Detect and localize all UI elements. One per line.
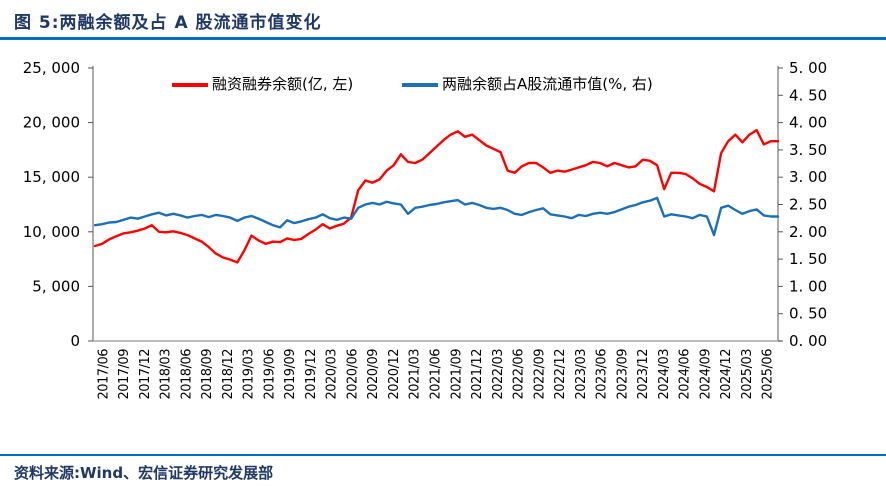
svg-text:2019/09: 2019/09 xyxy=(283,349,298,400)
series-line xyxy=(93,128,780,264)
svg-text:25, 000: 25, 000 xyxy=(23,59,80,77)
svg-text:2024/09: 2024/09 xyxy=(698,349,713,400)
svg-text:2024/12: 2024/12 xyxy=(719,349,734,400)
svg-text:2024/06: 2024/06 xyxy=(678,349,693,400)
svg-text:5, 000: 5, 000 xyxy=(32,277,80,295)
svg-text:2020/03: 2020/03 xyxy=(325,349,340,400)
legend-swatch-margin-balance xyxy=(172,83,208,87)
svg-text:3. 00: 3. 00 xyxy=(789,168,827,186)
svg-text:2017/06: 2017/06 xyxy=(96,349,111,400)
svg-text:5. 00: 5. 00 xyxy=(789,59,827,77)
svg-text:2. 50: 2. 50 xyxy=(789,196,827,214)
svg-text:2023/12: 2023/12 xyxy=(636,349,651,400)
svg-text:2025/06: 2025/06 xyxy=(761,349,776,400)
legend-label-margin-balance: 融资融券余额(亿, 左) xyxy=(212,75,354,93)
svg-text:2019/06: 2019/06 xyxy=(262,349,277,400)
svg-text:2020/12: 2020/12 xyxy=(387,349,402,400)
svg-text:1. 00: 1. 00 xyxy=(789,277,827,295)
series-line xyxy=(93,196,780,237)
svg-text:2022/12: 2022/12 xyxy=(553,349,568,400)
svg-text:1. 50: 1. 50 xyxy=(789,250,827,268)
right-axis: 5. 00 4. 50 4. 00 3. 50 3. 00 2. 50 2. 00 1. 50… xyxy=(778,59,827,350)
svg-text:2018/03: 2018/03 xyxy=(159,349,174,400)
svg-text:2018/06: 2018/06 xyxy=(179,349,194,400)
svg-text:0. 00: 0. 00 xyxy=(789,332,827,350)
source-divider-rule xyxy=(0,454,886,456)
svg-text:2019/12: 2019/12 xyxy=(304,349,319,400)
axes xyxy=(92,66,782,342)
svg-text:2022/03: 2022/03 xyxy=(491,349,506,400)
figure-title: 图 5:两融余额及占 A 股流通市值变化 xyxy=(14,13,322,33)
svg-text:2024/03: 2024/03 xyxy=(657,349,672,400)
x-axis: 2017/06 2017/09 2017/12 2018/03 2018/06 2018/… xyxy=(96,349,775,400)
svg-text:2023/03: 2023/03 xyxy=(574,349,589,400)
svg-text:2021/03: 2021/03 xyxy=(408,349,423,400)
svg-text:2021/06: 2021/06 xyxy=(429,349,444,400)
svg-text:0. 50: 0. 50 xyxy=(789,305,827,323)
series-lines xyxy=(93,128,780,264)
svg-text:2021/09: 2021/09 xyxy=(449,349,464,400)
svg-text:2018/12: 2018/12 xyxy=(221,349,236,400)
legend-swatch-ratio xyxy=(402,83,438,87)
figure-source: 资料来源:Wind、宏信证券研究发展部 xyxy=(14,464,274,482)
svg-text:2017/12: 2017/12 xyxy=(138,349,153,400)
svg-text:2023/09: 2023/09 xyxy=(615,349,630,400)
svg-text:2. 00: 2. 00 xyxy=(789,223,827,241)
svg-text:2023/06: 2023/06 xyxy=(595,349,610,400)
svg-text:15, 000: 15, 000 xyxy=(23,168,80,186)
svg-text:2019/03: 2019/03 xyxy=(242,349,257,400)
svg-text:4. 50: 4. 50 xyxy=(789,86,827,104)
title-divider-rule xyxy=(0,37,886,40)
svg-text:2017/09: 2017/09 xyxy=(117,349,132,400)
svg-text:4. 00: 4. 00 xyxy=(789,114,827,132)
svg-text:2020/09: 2020/09 xyxy=(366,349,381,400)
svg-text:2022/06: 2022/06 xyxy=(512,349,527,400)
svg-text:10, 000: 10, 000 xyxy=(23,223,80,241)
svg-text:0: 0 xyxy=(70,332,80,350)
svg-text:2025/03: 2025/03 xyxy=(740,349,755,400)
svg-text:2018/09: 2018/09 xyxy=(200,349,215,400)
svg-text:2020/06: 2020/06 xyxy=(345,349,360,400)
svg-text:3. 50: 3. 50 xyxy=(789,141,827,159)
svg-text:2022/09: 2022/09 xyxy=(532,349,547,400)
svg-text:20, 000: 20, 000 xyxy=(23,114,80,132)
legend-label-ratio: 两融余额占A股流通市值(%, 右) xyxy=(442,75,653,93)
svg-text:2021/12: 2021/12 xyxy=(470,349,485,400)
left-axis: 25, 000 20, 000 15, 000 10, 000 5, 000 0 xyxy=(23,59,93,350)
